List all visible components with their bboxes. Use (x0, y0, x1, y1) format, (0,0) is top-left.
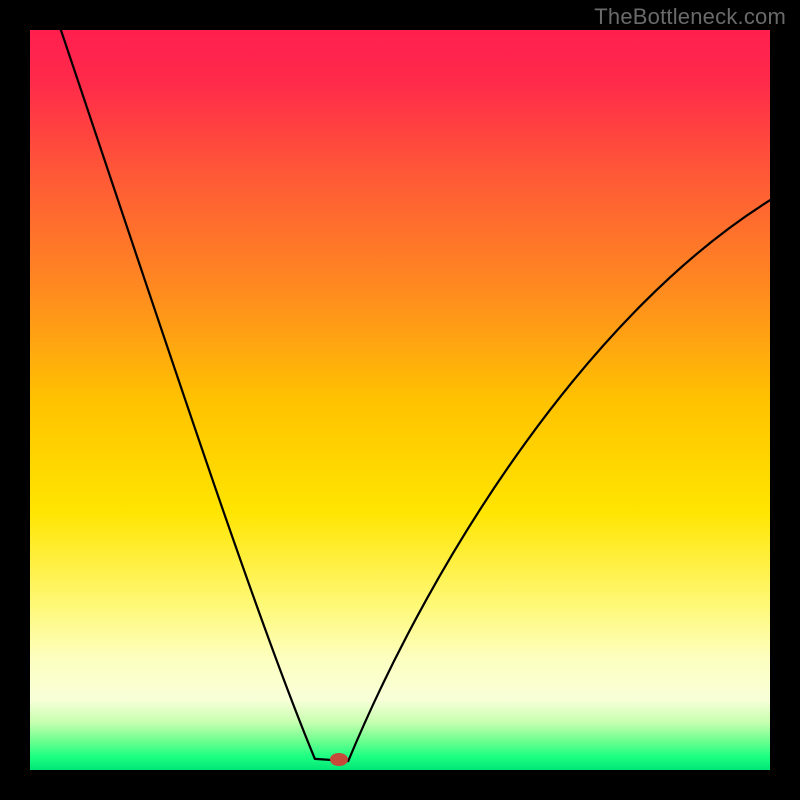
plot-area (30, 30, 770, 770)
bottleneck-curve (30, 30, 770, 770)
watermark-text: TheBottleneck.com (594, 4, 786, 30)
chart-frame: TheBottleneck.com (0, 0, 800, 800)
